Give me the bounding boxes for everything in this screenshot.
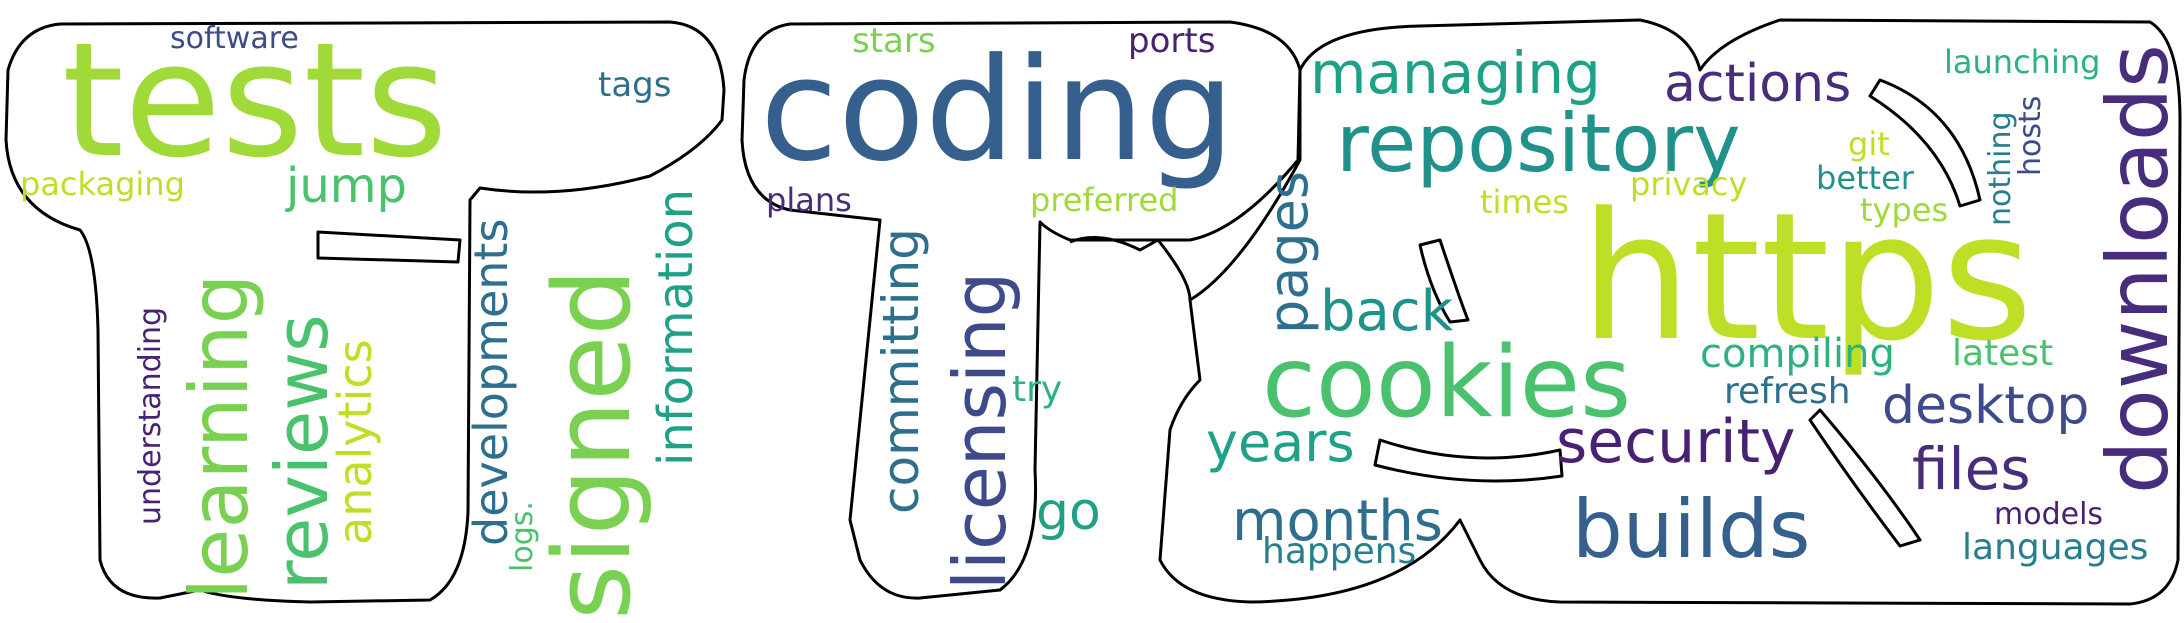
word-plans: plans [766,181,852,219]
word-files: files [1912,435,2031,503]
word-better: better [1816,159,1914,197]
word-information: information [648,188,704,466]
word-try: try [1012,369,1063,410]
word-committing: committing [872,228,930,514]
word-actions: actions [1664,54,1852,114]
word-understanding: understanding [133,306,168,525]
word-downloads: downloads [2089,44,2184,494]
word-learning: learning [173,273,266,600]
word-latest: latest [1952,333,2054,374]
word-privacy: privacy [1630,165,1748,203]
word-managing: managing [1310,39,1601,107]
word-models: models [1994,497,2104,532]
word-ports: ports [1128,21,1216,61]
word-repository: repository [1336,97,1741,190]
outline-gh-top-notch [1868,78,1982,208]
outline-letters-gh [1158,18,2182,606]
outline-tt-notch [316,230,462,264]
word-cookies: cookies [1262,326,1632,440]
word-coding: coding [760,28,1235,193]
word-git: git [1848,125,1890,163]
outline-letters-tr [740,20,1302,600]
word-security: security [1556,407,1796,477]
word-preferred: preferred [1030,181,1179,219]
word-signed: signed [531,268,654,620]
word-types: types [1860,191,1949,229]
word-launching: launching [1944,43,2101,81]
word-years: years [1206,411,1355,474]
word-software: software [170,21,299,56]
word-times: times [1480,183,1569,221]
word-hosts: hosts [2013,95,2048,176]
word-pages: pages [1257,170,1320,334]
word-go: go [1036,482,1101,542]
word-analytics: analytics [328,339,382,545]
word-developments: developments [464,218,518,546]
word-months: months [1232,489,1443,554]
word-tests: tests [62,9,448,193]
word-licensing: licensing [938,271,1022,590]
word-https: https [1580,175,2033,380]
word-happens: happens [1262,531,1417,572]
word-stars: stars [852,21,936,61]
word-jump: jump [286,158,407,214]
outline-tr-notch [1069,236,1192,301]
word-tags: tags [598,65,672,105]
word-desktop: desktop [1882,376,2090,436]
word-back: back [1320,279,1454,344]
outline-gh-notch [1418,238,1470,324]
outline-letters-tt-left [4,20,726,604]
outline-gh-slot [1373,438,1564,483]
word-packaging: packaging [20,165,185,203]
outline-gh-cut [1808,408,1922,548]
word-refresh: refresh [1724,371,1851,412]
word-languages: languages [1962,527,2149,568]
word-builds: builds [1572,483,1811,576]
word-compiling: compiling [1700,331,1895,377]
